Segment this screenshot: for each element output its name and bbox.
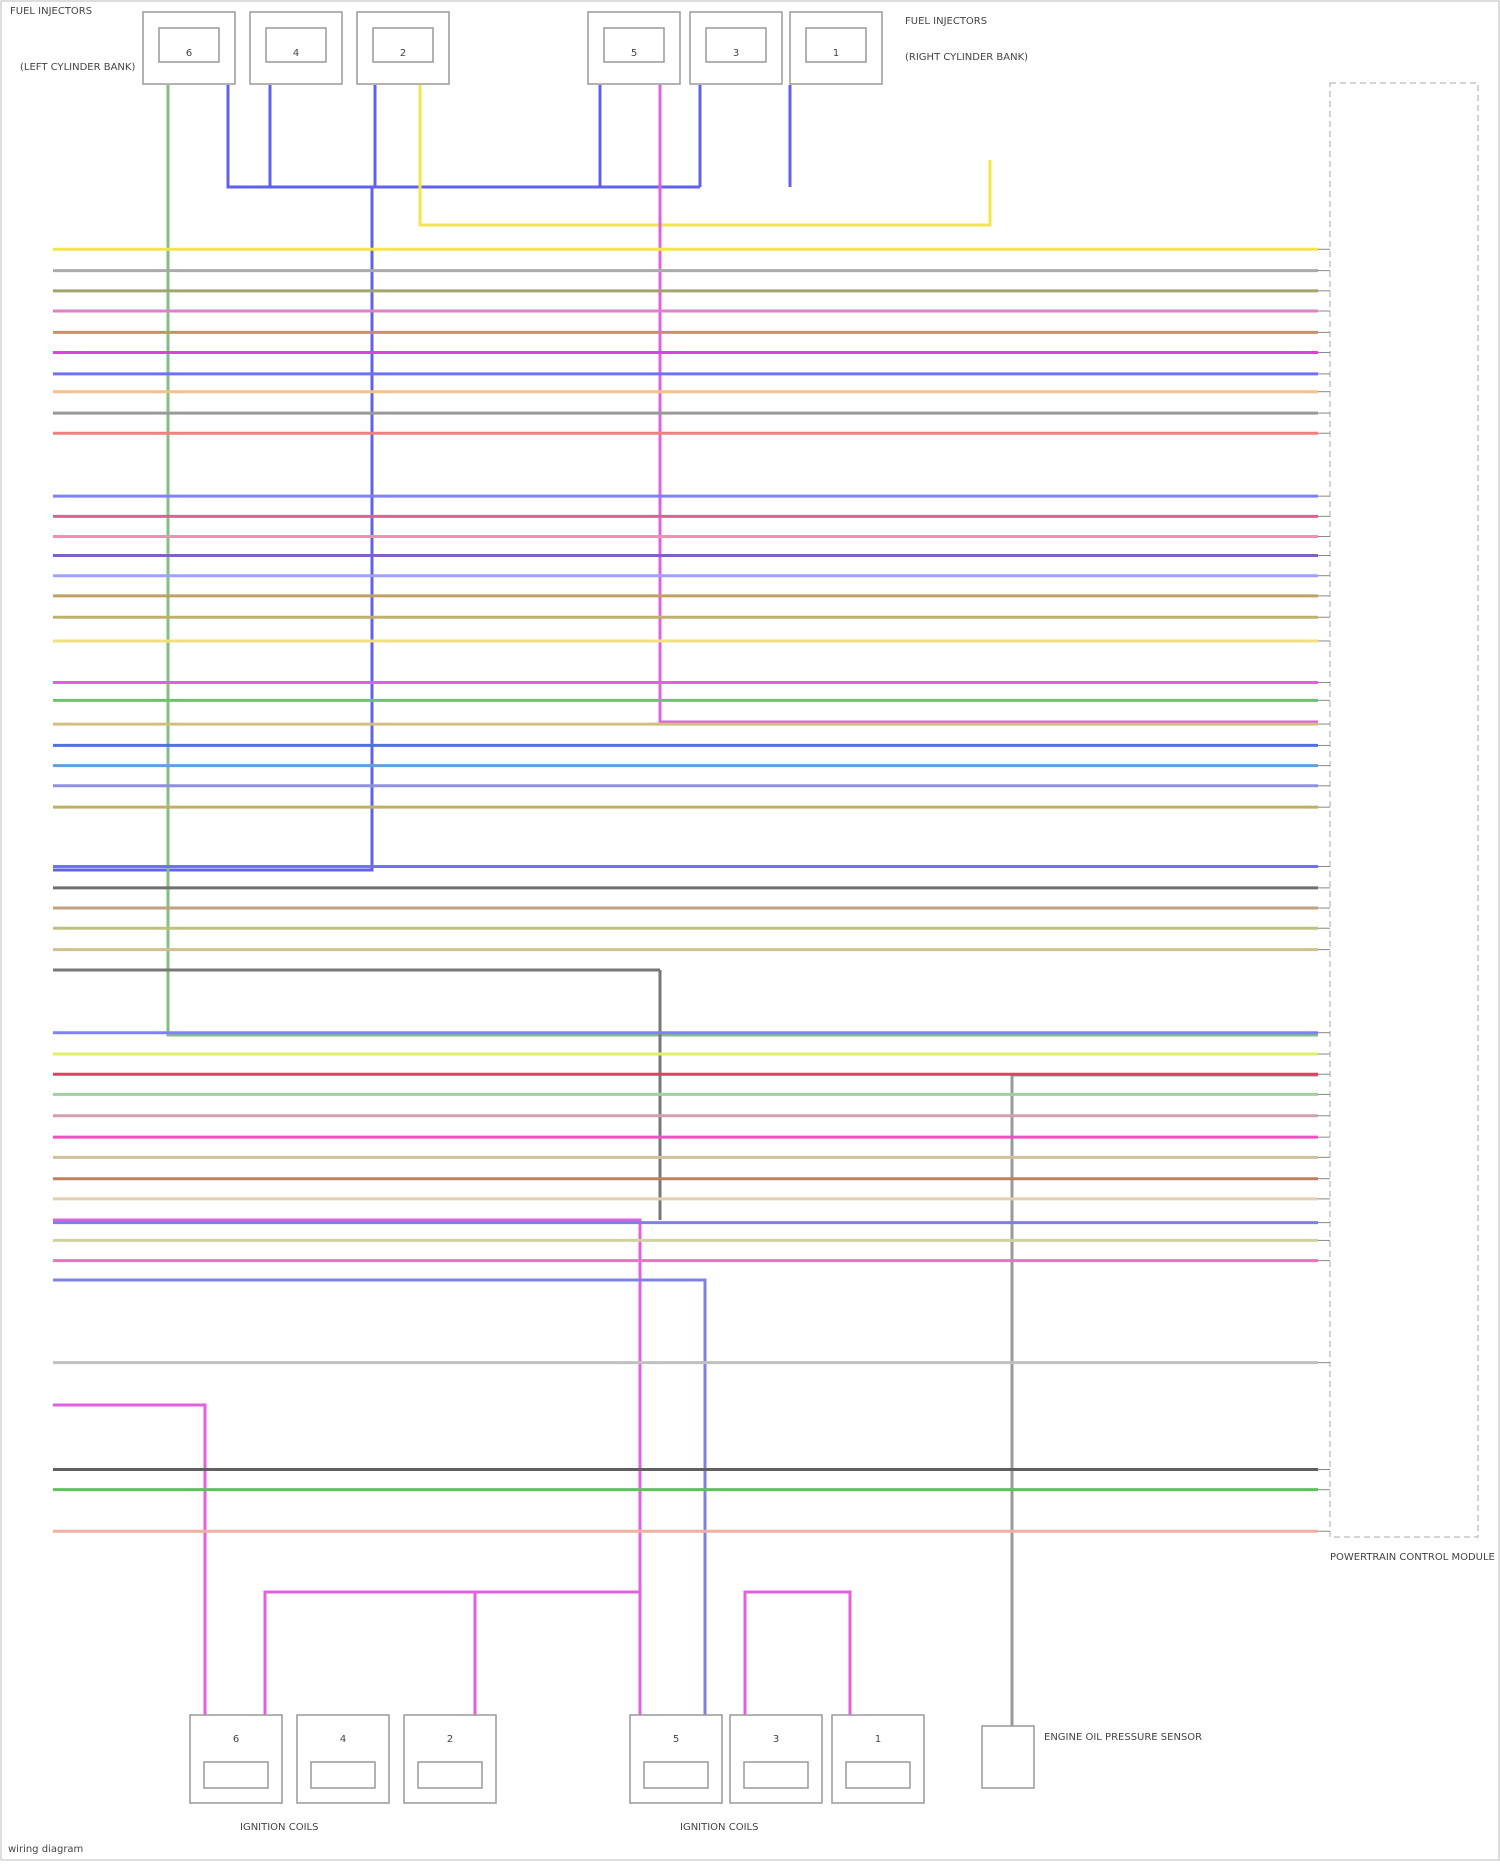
coil (403, 1714, 497, 1804)
coil-number: 2 (447, 1734, 453, 1745)
coil-number: 1 (875, 1734, 881, 1745)
coil-plug (845, 1761, 911, 1789)
coil-plug (203, 1761, 269, 1789)
coil-plug (310, 1761, 376, 1789)
coil (189, 1714, 283, 1804)
coil-plug (643, 1761, 709, 1789)
injector-number: 3 (733, 48, 739, 59)
injector-number: 1 (833, 48, 839, 59)
injector-plug (603, 27, 665, 63)
coil-number: 5 (673, 1734, 679, 1745)
injector-plug (158, 27, 220, 63)
injector-plug (265, 27, 327, 63)
injector-plug (705, 27, 767, 63)
coil-number: 3 (773, 1734, 779, 1745)
injector-number: 4 (293, 48, 299, 59)
coil (831, 1714, 925, 1804)
sensor (981, 1725, 1035, 1789)
coil-plug (417, 1761, 483, 1789)
injector-number: 6 (186, 48, 192, 59)
coils-left-label: IGNITION COILS (240, 1822, 318, 1833)
injectors-right-title: FUEL INJECTORS (905, 16, 987, 27)
coil-number: 6 (233, 1734, 239, 1745)
injector-number: 5 (631, 48, 637, 59)
coil (629, 1714, 723, 1804)
sensor-label: ENGINE OIL PRESSURE SENSOR (1044, 1732, 1202, 1743)
coil (296, 1714, 390, 1804)
coil-number: 4 (340, 1734, 346, 1745)
module-connector (1329, 82, 1479, 1538)
footer: wiring diagram (8, 1844, 83, 1855)
injector-plug (372, 27, 434, 63)
injectors-left-title: FUEL INJECTORS (10, 6, 92, 17)
injector-number: 2 (400, 48, 406, 59)
injectors-right-bank: (RIGHT CYLINDER BANK) (905, 52, 1028, 63)
coil (729, 1714, 823, 1804)
coil-plug (743, 1761, 809, 1789)
coils-right-label: IGNITION COILS (680, 1822, 758, 1833)
injectors-left-bank: (LEFT CYLINDER BANK) (20, 62, 135, 73)
injector-plug (805, 27, 867, 63)
module-label: POWERTRAIN CONTROL MODULE (1330, 1552, 1495, 1563)
